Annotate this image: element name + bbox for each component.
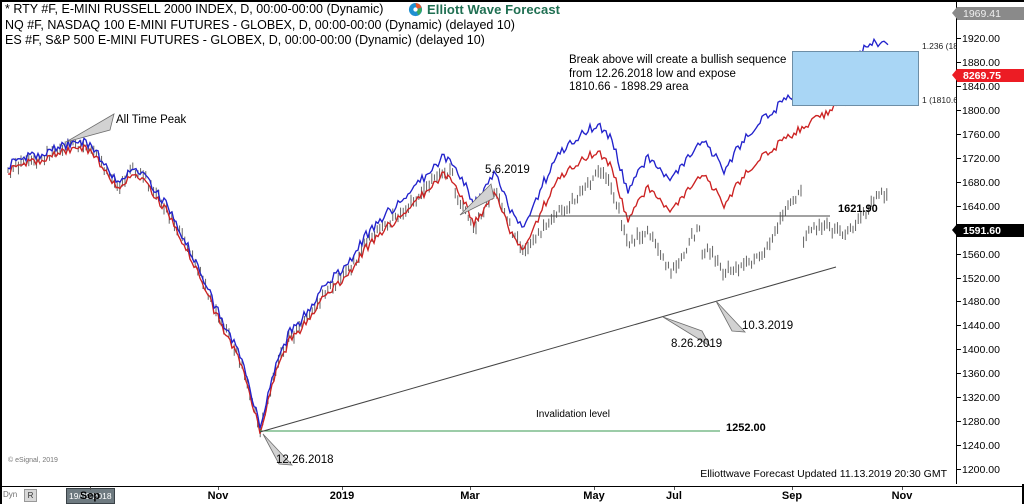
- axis-tick: [957, 109, 961, 111]
- axis-tick: [957, 421, 961, 423]
- symbol-line-nq: NQ #F, NASDAQ 100 E-MINI FUTURES - GLOBE…: [5, 17, 515, 32]
- time-tick: [594, 487, 595, 490]
- axis-tick: [957, 85, 961, 87]
- callout-arrow-5-6-2019: [459, 183, 495, 216]
- axis-label: 1920.00: [962, 33, 1000, 45]
- time-tick: [470, 487, 471, 490]
- time-tick: [674, 487, 675, 490]
- axis-tick: [957, 61, 961, 63]
- series-es-line: [7, 82, 889, 434]
- axis-label: 1640.00: [962, 200, 1000, 213]
- axis-label: 1560.00: [962, 248, 1000, 261]
- axis-tick: [957, 277, 961, 279]
- esignal-copyright: © eSignal, 2019: [8, 457, 58, 464]
- time-tick: [218, 487, 219, 490]
- all-time-peak-label: All Time Peak: [116, 114, 187, 126]
- axis-label: 1320.00: [962, 392, 1000, 405]
- axis-label: 1480.00: [962, 296, 1000, 309]
- price-tag-rty-last: 1591.60: [952, 224, 1024, 237]
- fib-lower-label: 1 (1810.66): [922, 95, 957, 105]
- axis-tick: [957, 325, 961, 327]
- tag-notch: [952, 69, 957, 81]
- time-label: Nov: [891, 490, 913, 502]
- axis-label: 1360.00: [962, 368, 1000, 381]
- axis-tick: [957, 373, 961, 375]
- logo-text: Elliott Wave Forecast: [427, 2, 561, 17]
- time-tick: [902, 487, 903, 490]
- axis-tick: [957, 445, 961, 447]
- price-tag-high: 1969.41: [952, 7, 1024, 20]
- uptrend-line: [259, 266, 837, 433]
- invalidation-level-value: 1252.00: [726, 422, 766, 434]
- axis-tick: [957, 397, 961, 399]
- axis-tick: [957, 469, 961, 471]
- time-label: 2019: [329, 490, 355, 502]
- date-label-12-26-2018: 12.26.2018: [276, 454, 334, 466]
- symbol-legend: * RTY #F, E-MINI RUSSELL 2000 INDEX, D, …: [5, 2, 515, 49]
- callout-arrow-all-time-peak: [65, 113, 115, 143]
- axis-tick: [957, 181, 961, 183]
- axis-label: 1720.00: [962, 152, 1000, 165]
- axis-label: 1440.00: [962, 320, 1000, 333]
- axis-tick: [957, 253, 961, 255]
- dyn-label: Dyn: [3, 490, 18, 499]
- time-label: Sep: [781, 490, 803, 502]
- breakout-note: Break above will create a bullish sequen…: [569, 54, 787, 93]
- axis-label: 1760.00: [962, 128, 1000, 141]
- symbol-line-rty: * RTY #F, E-MINI RUSSELL 2000 INDEX, D, …: [5, 2, 384, 16]
- time-label: Sep: [79, 490, 101, 502]
- date-label-8-26-2019: 8.26.2019: [671, 338, 723, 350]
- axis-label: 1880.00: [962, 56, 1000, 69]
- callout-arrow-8-26-2019: [662, 316, 712, 348]
- tag-notch: [952, 7, 957, 19]
- circular-swirl-icon: [408, 2, 423, 17]
- axis-tick: [957, 157, 961, 159]
- price-plot-area[interactable]: 1.236 (1898.29) 1 (1810.66) Break above …: [2, 2, 957, 484]
- date-label-5-6-2019: 5.6.2019: [485, 164, 530, 176]
- price-axis[interactable]: 1920.00 1880.00 1840.00 1800.00 1760.00 1720.…: [952, 2, 1024, 484]
- time-label: Mar: [460, 490, 480, 502]
- axis-label: 1840.00: [962, 80, 1000, 93]
- dyn-badge[interactable]: R: [24, 489, 37, 502]
- series-nq-line: [7, 37, 889, 429]
- time-tick: [90, 487, 91, 490]
- fibonacci-projection-box[interactable]: [792, 51, 919, 106]
- series-rty-bars: [7, 138, 888, 438]
- symbol-line-es: ES #F, S&P 500 E-MINI FUTURES - GLOBEX, …: [5, 33, 485, 47]
- axis-tick: [957, 301, 961, 303]
- axis-tick: [957, 133, 961, 135]
- date-label-10-3-2019: 10.3.2019: [742, 320, 794, 332]
- axis-label: 1520.00: [962, 272, 1000, 285]
- axis-tick: [957, 349, 961, 351]
- time-label: Nov: [207, 490, 229, 502]
- tag-notch: [952, 224, 957, 236]
- invalidation-label: Invalidation level: [536, 409, 610, 420]
- price-series-svg: [7, 37, 889, 466]
- axis-label: 1280.00: [962, 416, 1000, 429]
- axis-tick: [957, 38, 961, 39]
- axis-label: 1240.00: [962, 440, 1000, 453]
- axis-tick: [957, 205, 961, 207]
- callout-arrow-10-3-2019: [715, 300, 746, 333]
- time-tick: [342, 487, 343, 490]
- axis-label: 1200.00: [962, 464, 1000, 477]
- time-label: Jul: [666, 490, 682, 502]
- callout-arrow-12-26-2018: [262, 433, 293, 466]
- elliott-wave-forecast-logo[interactable]: Elliott Wave Forecast: [408, 2, 560, 17]
- fib-upper-label: 1.236 (1898.29): [922, 41, 957, 51]
- price-tag-nq-last: 8269.75: [952, 69, 1024, 82]
- axis-label: 1680.00: [962, 176, 1000, 189]
- axis-label: 1800.00: [962, 104, 1000, 117]
- axis-label: 1400.00: [962, 344, 1000, 357]
- updated-timestamp: Elliottwave Forecast Updated 11.13.2019 …: [700, 468, 947, 480]
- time-tick: [792, 487, 793, 490]
- time-label: May: [583, 490, 605, 502]
- time-axis[interactable]: Dyn R 19/09/2018 Sep Nov 2019 Mar May Jul Sep N…: [2, 486, 1022, 504]
- resistance-level-value: 1621.90: [838, 203, 878, 215]
